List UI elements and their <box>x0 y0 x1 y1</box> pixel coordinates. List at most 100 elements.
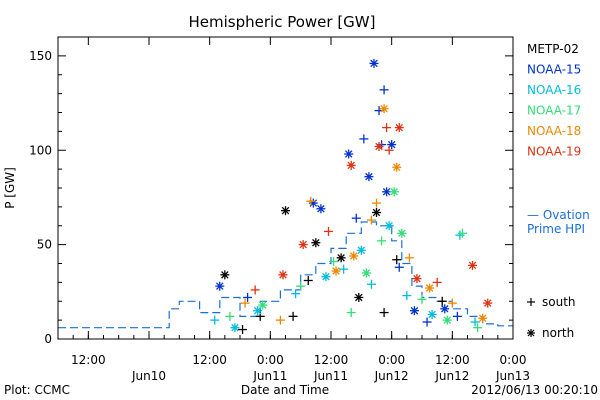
x-tick-time-label: 12:00 <box>435 353 470 367</box>
data-point-noaa-18-north <box>349 251 359 261</box>
x-tick-day-label: Jun11 <box>252 369 287 383</box>
data-point-noaa-16-south <box>339 264 349 274</box>
data-point-noaa-16-south <box>470 317 480 327</box>
legend-entry-noaa-19: NOAA-19 <box>527 145 581 159</box>
data-point-noaa-15-south <box>243 292 253 302</box>
data-point-noaa-19-north <box>412 274 422 284</box>
data-point-noaa-15-north <box>409 306 419 316</box>
data-point-noaa-19-north <box>346 160 356 170</box>
data-point-noaa-19-south <box>432 277 442 287</box>
data-point-noaa-18-south <box>366 215 376 225</box>
data-point-noaa-19-north <box>468 260 478 270</box>
data-point-noaa-19-north <box>298 240 308 250</box>
data-point-metp-02-south <box>288 311 298 321</box>
data-point-noaa-17-south <box>457 228 467 238</box>
data-point-noaa-18-north <box>392 162 402 172</box>
data-point-noaa-15-north <box>215 281 225 291</box>
data-points-layer <box>210 58 493 335</box>
x-tick-day-label: Jun10 <box>131 369 166 383</box>
data-point-noaa-18-south <box>404 253 414 263</box>
data-point-noaa-19-north <box>483 298 493 308</box>
x-axis-label: Date and Time <box>241 383 329 397</box>
plot-credit: Plot: CCMC <box>4 383 70 397</box>
data-point-noaa-15-south <box>351 213 361 223</box>
data-point-noaa-17-south <box>377 236 387 246</box>
x-tick-day-label: Jun13 <box>495 369 530 383</box>
y-tick-label: 0 <box>44 332 52 346</box>
data-point-noaa-17-north <box>397 228 407 238</box>
data-point-metp-02-south <box>437 296 447 306</box>
data-point-metp-02-south <box>379 308 389 318</box>
data-point-noaa-19-south <box>382 123 392 133</box>
data-point-noaa-16-north <box>321 272 331 282</box>
x-tick-time-label: 0:00 <box>500 353 527 367</box>
y-axis-label: P [GW] <box>3 167 17 209</box>
data-point-noaa-18-south <box>447 298 457 308</box>
legend-entry-metp-02: METP-02 <box>527 42 579 56</box>
data-point-metp-02-north <box>336 253 346 263</box>
data-point-noaa-17-north <box>258 300 268 310</box>
data-point-noaa-16-south <box>402 291 412 301</box>
x-tick-time-label: 12:00 <box>314 353 349 367</box>
legend-symbol-north <box>527 329 535 337</box>
data-point-noaa-15-north <box>364 172 374 182</box>
data-point-noaa-15-north <box>369 58 379 68</box>
x-tick-time-label: 12:00 <box>71 353 106 367</box>
x-tick-time-label: 0:00 <box>378 353 405 367</box>
legend-symbol-south <box>527 298 535 306</box>
data-point-noaa-19-south <box>384 145 394 155</box>
data-point-noaa-18-north <box>379 104 389 114</box>
x-tick-time-label: 0:00 <box>257 353 284 367</box>
legend-ovation-label: — Ovation <box>527 208 590 222</box>
data-point-noaa-15-south <box>379 85 389 95</box>
legend-entry-noaa-17: NOAA-17 <box>527 104 581 118</box>
data-point-metp-02-south <box>303 275 313 285</box>
data-point-noaa-15-south <box>394 262 404 272</box>
data-point-metp-02-north <box>281 206 290 216</box>
legend-entry-noaa-16: NOAA-16 <box>527 83 581 97</box>
data-point-metp-02-north <box>220 270 230 280</box>
data-point-noaa-18-north <box>478 313 488 323</box>
data-point-noaa-15-south <box>452 311 462 321</box>
legend-ovation-label: Prime HPI <box>527 222 585 236</box>
plot-frame <box>57 36 514 340</box>
data-point-noaa-17-north <box>361 268 371 278</box>
data-point-noaa-18-south <box>240 298 250 308</box>
legend-entry-noaa-15: NOAA-15 <box>527 63 581 77</box>
data-point-noaa-17-south <box>346 308 356 318</box>
x-tick-time-label: 12:00 <box>192 353 227 367</box>
data-point-noaa-17-south <box>329 257 339 267</box>
data-point-noaa-17-north <box>442 315 452 325</box>
data-point-noaa-19-south <box>323 226 333 236</box>
data-point-noaa-15-south <box>359 134 369 144</box>
data-point-noaa-17-south <box>225 311 235 321</box>
y-tick-label: 100 <box>29 143 52 157</box>
data-point-metp-02-north <box>372 208 381 218</box>
data-point-noaa-16-south <box>366 279 376 289</box>
legend-symbol-label: south <box>542 295 576 309</box>
y-tick-label: 50 <box>37 238 52 252</box>
chart-title: Hemispheric Power [GW] <box>189 13 376 31</box>
data-point-noaa-16-north <box>427 309 437 319</box>
data-point-metp-02-south <box>238 325 248 335</box>
data-point-noaa-19-north <box>394 123 404 133</box>
data-point-noaa-15-north <box>316 204 326 214</box>
data-point-noaa-16-north <box>230 323 240 333</box>
data-point-noaa-18-north <box>425 283 435 293</box>
data-point-noaa-18-south <box>372 198 381 208</box>
data-point-noaa-18-south <box>275 315 285 325</box>
y-tick-label: 150 <box>29 49 52 63</box>
data-point-noaa-16-north <box>384 221 394 231</box>
data-point-noaa-19-north <box>278 270 288 280</box>
data-point-noaa-15-north <box>344 149 354 159</box>
axis-ticks-layer: 0 50 100 150 12:00 Jun10 12:00 0:00 Jun11 12:00 Ju… <box>29 37 530 383</box>
plot-timestamp: 2012/06/13 00:20:10 <box>471 383 598 397</box>
data-point-noaa-17-south <box>417 294 427 304</box>
data-point-metp-02-north <box>311 238 321 248</box>
legend-entry-noaa-18: NOAA-18 <box>527 124 581 138</box>
data-point-noaa-16-north <box>356 245 366 255</box>
data-point-metp-02-north <box>354 292 364 302</box>
data-point-noaa-16-south <box>210 315 220 325</box>
x-tick-day-label: Jun12 <box>374 369 409 383</box>
